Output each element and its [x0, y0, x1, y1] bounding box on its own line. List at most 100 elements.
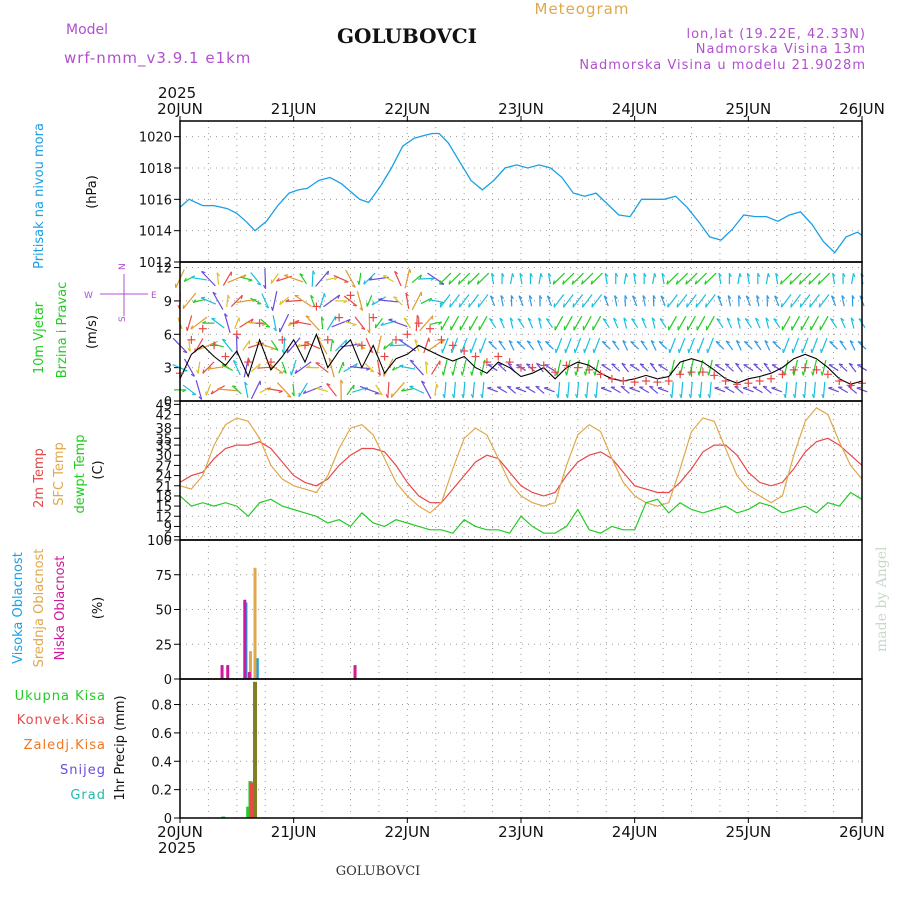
wind-axis-title-2: Brzina i Pravac: [55, 282, 70, 379]
wind-arrow-head: [743, 387, 747, 388]
wind-arrow-head: [574, 349, 575, 353]
wind-compass: W E N S: [84, 263, 157, 322]
wind-arrow-head: [480, 349, 481, 353]
wind-arrow-head: [781, 303, 782, 307]
y-tick-label: 0.2: [151, 784, 172, 799]
y-tick-label: 3: [164, 362, 172, 377]
bar-total_precip: [253, 682, 257, 818]
wind-arrow-head: [450, 303, 451, 307]
y-tick-label: 0.6: [151, 727, 172, 742]
y-tick-label: 1014: [139, 225, 172, 240]
wind-arrow-head: [696, 303, 697, 307]
wind-arrow-head: [601, 387, 605, 388]
wind-arrow-head: [459, 303, 460, 307]
bar-low_cloud: [226, 665, 229, 679]
sfc-temp-axis-title: SFC Temp: [52, 442, 67, 506]
model-label: Model: [66, 22, 108, 38]
wind-arrow: [312, 271, 313, 287]
y-tick-label: 1018: [139, 162, 172, 177]
wind-arrow-head: [555, 349, 556, 353]
wind-arrow-head: [328, 271, 329, 275]
wind-arrow-head: [375, 324, 376, 328]
wind-arrow-head: [821, 349, 822, 353]
x-tick-label-top: 23JUN: [498, 100, 544, 118]
wind-arrow-head: [593, 349, 594, 353]
wind-arrow-head: [206, 392, 207, 396]
wind-arrow-head: [451, 349, 452, 353]
compass-s: S: [118, 316, 128, 322]
wind-arrow-head: [677, 303, 678, 307]
temp2m-axis-title: 2m Temp: [32, 448, 47, 508]
y-tick-label: 25: [155, 638, 172, 653]
wind-arrow-head: [507, 386, 511, 387]
wind-arrow-head: [192, 394, 196, 395]
wind-arrow-head: [354, 385, 355, 389]
y-tick-label: 0.4: [151, 755, 172, 770]
x-tick-label-top: 21JUN: [271, 100, 317, 118]
frozen-precip-title: Zaledj.Kisa: [24, 738, 106, 753]
watermark: made by Angel: [874, 546, 890, 652]
wind-arrow-head: [291, 371, 292, 375]
wind-arrow-head: [211, 318, 215, 319]
wind-arrow-head: [324, 293, 325, 297]
year-bottom: 2025: [158, 839, 196, 857]
wind-axis-title: 10m Vjetar: [32, 301, 47, 374]
model-name: wrf-nmm_v3.9.1 e1km: [64, 49, 251, 68]
y-tick-label: 12: [155, 262, 172, 277]
wind-arrow-head: [470, 349, 471, 353]
product-title: Meteogram: [535, 0, 630, 18]
wind-arrow-head: [375, 393, 379, 394]
wind-arrow-head: [828, 387, 832, 388]
y-tick-label: 1016: [139, 193, 172, 208]
y-tick-label: 38: [155, 422, 172, 437]
y-tick-label: 45: [155, 398, 172, 413]
wind-arrow-head: [469, 303, 470, 307]
panel-bg: [180, 121, 862, 262]
wind-arrow-head: [772, 387, 776, 388]
y-tick-label: 1020: [139, 131, 172, 146]
wind-arrow-head: [668, 303, 669, 307]
wind-arrow-head: [284, 275, 288, 276]
cloud-unit: (%): [91, 597, 106, 620]
wind-arrow-head: [800, 303, 801, 307]
y-tick-label: 0: [164, 673, 172, 688]
wind-arrow-head: [810, 303, 811, 307]
bar-low_cloud: [221, 665, 224, 679]
wind-arrow-head: [679, 349, 680, 353]
wind-arrow: [418, 278, 434, 279]
wind-arrow-head: [440, 303, 441, 307]
panel-bg: [180, 679, 862, 818]
x-tick-label-top: 22JUN: [384, 100, 430, 118]
wind-arrow-head: [271, 349, 275, 350]
hail-title: Grad: [70, 788, 106, 803]
bar-mid_cloud: [254, 568, 257, 679]
wind-arrow-head: [432, 316, 433, 320]
wind-unit: (m/s): [85, 315, 100, 349]
compass-e: E: [151, 291, 157, 301]
x-tick-label-top: 25JUN: [725, 100, 771, 118]
x-tick-label-bottom: 20JUN: [157, 823, 203, 841]
y-tick-label: 100: [147, 534, 172, 549]
x-tick-label-top: 24JUN: [612, 100, 658, 118]
wind-arrow-head: [487, 387, 491, 388]
wind-arrow-head: [802, 349, 803, 353]
wind-arrow: [390, 345, 406, 346]
wind-arrow-head: [811, 349, 812, 353]
footer-title: GOLUBOVCI: [336, 864, 421, 879]
y-tick-label: 6: [164, 328, 172, 343]
bar-conv_precip: [250, 783, 254, 818]
wind-arrow-head: [687, 303, 688, 307]
pressure-axis-title: Pritisak na nivou mora: [32, 123, 47, 269]
wind-arrow-head: [621, 386, 625, 387]
plot-panels: 1012101410161018102003691269121518212427…: [139, 100, 885, 841]
high-cloud-axis-title: Visoka Oblacnost: [11, 552, 26, 664]
x-tick-label-bottom: 25JUN: [725, 823, 771, 841]
x-tick-label-top: 26JUN: [839, 100, 885, 118]
x-tick-label-bottom: 22JUN: [384, 823, 430, 841]
wind-arrow-head: [316, 363, 320, 364]
pressure-unit: (hPa): [85, 175, 100, 209]
x-tick-label-bottom: 23JUN: [498, 823, 544, 841]
wind-arrow: [265, 269, 266, 289]
compass-w: W: [84, 291, 93, 301]
